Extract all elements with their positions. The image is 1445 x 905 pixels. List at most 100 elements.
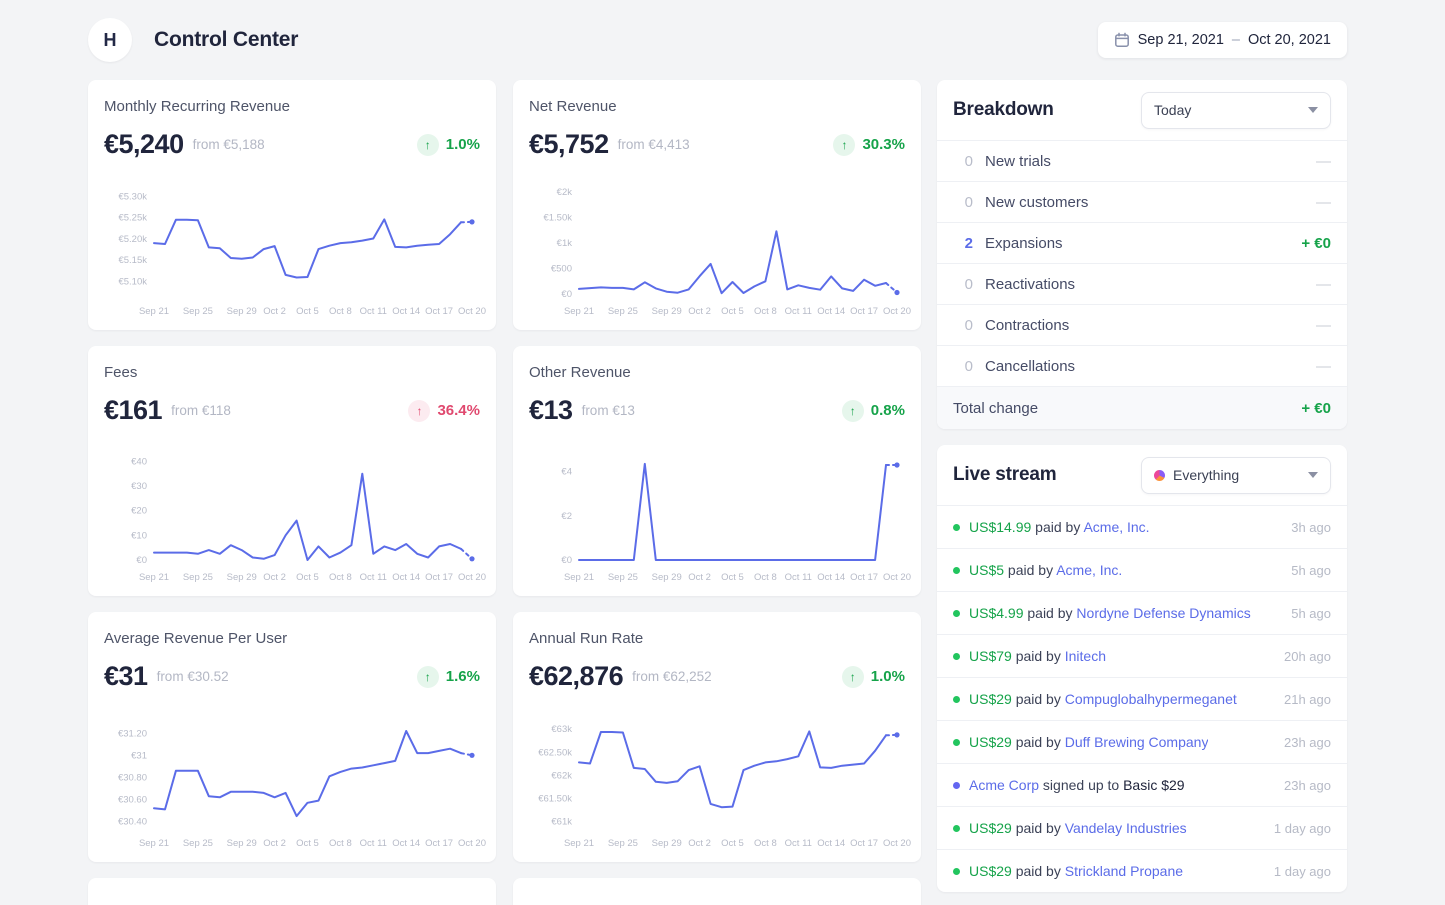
- customer-link[interactable]: Compuglobalhypermeganet: [1064, 691, 1237, 707]
- breakdown-total-value: + €0: [1301, 399, 1331, 417]
- svg-text:Oct 20: Oct 20: [458, 572, 486, 583]
- breakdown-row-new-trials[interactable]: 0 New trials —: [937, 140, 1347, 181]
- event-description: US$14.99 paid by Acme, Inc.: [969, 519, 1150, 535]
- svg-text:€63k: €63k: [551, 724, 572, 735]
- svg-text:Oct 8: Oct 8: [329, 572, 352, 583]
- event-time: 23h ago: [1284, 734, 1331, 750]
- metric-previous-value: from €13: [581, 403, 635, 418]
- svg-text:€62.50k: €62.50k: [538, 747, 572, 758]
- customer-link[interactable]: Strickland Propane: [1064, 863, 1184, 879]
- svg-text:€0: €0: [561, 289, 572, 300]
- svg-text:€31.20: €31.20: [118, 728, 147, 739]
- breakdown-row-reactivations[interactable]: 0 Reactivations —: [937, 263, 1347, 304]
- breakdown-value: —: [1316, 316, 1331, 334]
- breakdown-value: —: [1316, 357, 1331, 375]
- svg-text:€2: €2: [561, 511, 572, 522]
- event-time: 3h ago: [1291, 519, 1331, 535]
- customer-link[interactable]: Nordyne Defense Dynamics: [1076, 605, 1251, 621]
- event-dot-icon: [953, 652, 960, 660]
- date-range-end: Oct 20, 2021: [1247, 32, 1331, 48]
- breakdown-count: 0: [964, 357, 973, 375]
- livestream-panel: Live stream Everything US$14.99 paid by …: [937, 445, 1347, 892]
- event-text: paid by: [1011, 648, 1065, 664]
- customer-link[interactable]: Acme, Inc.: [1083, 519, 1150, 535]
- customer-link[interactable]: Acme Corp: [969, 777, 1040, 793]
- event-description: US$5 paid by Acme, Inc.: [969, 562, 1122, 578]
- svg-text:Sep 29: Sep 29: [652, 838, 682, 849]
- livestream-filter-select[interactable]: Everything: [1141, 456, 1331, 494]
- customer-link[interactable]: Duff Brewing Company: [1064, 734, 1209, 750]
- livestream-item: US$5 paid by Acme, Inc. 5h ago: [937, 548, 1347, 591]
- trend-badge: ↑ 1.6%: [416, 665, 480, 688]
- svg-text:Sep 25: Sep 25: [183, 572, 213, 583]
- svg-text:Oct 17: Oct 17: [850, 572, 878, 583]
- svg-text:Oct 20: Oct 20: [458, 306, 486, 317]
- svg-text:€30: €30: [131, 481, 147, 492]
- payment-amount: US$4.99: [969, 605, 1024, 621]
- payment-amount: US$29: [969, 863, 1012, 879]
- svg-text:Sep 29: Sep 29: [227, 306, 257, 317]
- svg-text:Sep 21: Sep 21: [139, 572, 169, 583]
- breakdown-row-new-customers[interactable]: 0 New customers —: [937, 181, 1347, 222]
- event-time: 5h ago: [1291, 605, 1331, 621]
- page-title: Control Center: [154, 28, 299, 51]
- payment-amount: US$29: [969, 691, 1012, 707]
- svg-text:Oct 17: Oct 17: [425, 838, 453, 849]
- svg-text:€10: €10: [131, 530, 147, 541]
- livestream-item: US$29 paid by Duff Brewing Company 23h ag…: [937, 720, 1347, 763]
- event-description: US$29 paid by Compuglobalhypermeganet: [969, 691, 1237, 707]
- breakdown-row-expansions[interactable]: 2 Expansions + €0: [937, 222, 1347, 263]
- svg-text:Oct 2: Oct 2: [263, 306, 286, 317]
- svg-text:Oct 20: Oct 20: [458, 838, 486, 849]
- svg-text:Sep 29: Sep 29: [227, 838, 257, 849]
- workspace-logo[interactable]: H: [88, 18, 132, 62]
- svg-text:Oct 14: Oct 14: [817, 838, 845, 849]
- trend-percent: 1.0%: [870, 668, 905, 685]
- svg-text:€40: €40: [131, 456, 147, 467]
- event-dot-icon: [953, 867, 960, 875]
- svg-text:Oct 17: Oct 17: [425, 572, 453, 583]
- svg-text:Oct 5: Oct 5: [721, 838, 744, 849]
- event-time: 5h ago: [1291, 562, 1331, 578]
- svg-text:Oct 14: Oct 14: [392, 572, 420, 583]
- breakdown-title: Breakdown: [953, 99, 1054, 120]
- livestream-item: Acme Corp signed up to Basic $29 23h ago: [937, 763, 1347, 806]
- chevron-down-icon: [1308, 472, 1318, 478]
- svg-text:€1.50k: €1.50k: [543, 213, 572, 224]
- metric-value: €5,752: [529, 129, 609, 159]
- livestream-item: US$14.99 paid by Acme, Inc. 3h ago: [937, 505, 1347, 548]
- svg-text:Sep 25: Sep 25: [608, 838, 638, 849]
- chevron-down-icon: [1308, 107, 1318, 113]
- metric-title: Other Revenue: [529, 364, 631, 381]
- svg-text:Sep 21: Sep 21: [139, 306, 169, 317]
- customer-link[interactable]: Vandelay Industries: [1064, 820, 1187, 836]
- breakdown-value: + €0: [1301, 234, 1331, 252]
- workspace-logo-letter: H: [103, 29, 117, 50]
- metric-chart: €31.20 €31 €30.80 €30.60 €30.40 Sep 21 Sep 25 S…: [118, 728, 486, 849]
- metric-card: Other Revenue €13 from €13 ↑ 0.8% €4 €2 €0 Sep 2…: [513, 346, 921, 596]
- customer-link[interactable]: Acme, Inc.: [1056, 562, 1123, 578]
- event-description: US$29 paid by Vandelay Industries: [969, 820, 1187, 836]
- metric-value: €13: [529, 395, 573, 425]
- svg-text:Oct 17: Oct 17: [850, 306, 878, 317]
- trend-badge: ↑ 1.0%: [416, 133, 480, 156]
- breakdown-row-cancellations[interactable]: 0 Cancellations —: [937, 345, 1347, 386]
- breakdown-count: 2: [964, 234, 973, 252]
- event-text: paid by: [1004, 562, 1057, 578]
- svg-text:€20: €20: [131, 506, 147, 517]
- livestream-filter-value: Everything: [1173, 467, 1240, 483]
- breakdown-period-select[interactable]: Today: [1141, 91, 1331, 129]
- svg-text:€5.30k: €5.30k: [118, 192, 147, 203]
- breakdown-row-contractions[interactable]: 0 Contractions —: [937, 304, 1347, 345]
- date-range-picker[interactable]: Sep 21, 2021 – Oct 20, 2021: [1097, 22, 1347, 58]
- svg-text:€5.25k: €5.25k: [118, 213, 147, 224]
- breakdown-period-value: Today: [1154, 102, 1192, 118]
- event-dot-icon: [953, 738, 960, 746]
- svg-text:Oct 20: Oct 20: [883, 838, 911, 849]
- payment-amount: US$5: [969, 562, 1005, 578]
- metric-chart: €4 €2 €0 Sep 21 Sep 25 Sep 29 Oct 2 Oct 5 Oct 8 O…: [561, 462, 911, 583]
- arrow-up-icon: ↑: [841, 665, 864, 688]
- svg-text:Oct 17: Oct 17: [850, 838, 878, 849]
- customer-link[interactable]: Initech: [1064, 648, 1106, 664]
- event-description: US$4.99 paid by Nordyne Defense Dynamics: [969, 605, 1251, 621]
